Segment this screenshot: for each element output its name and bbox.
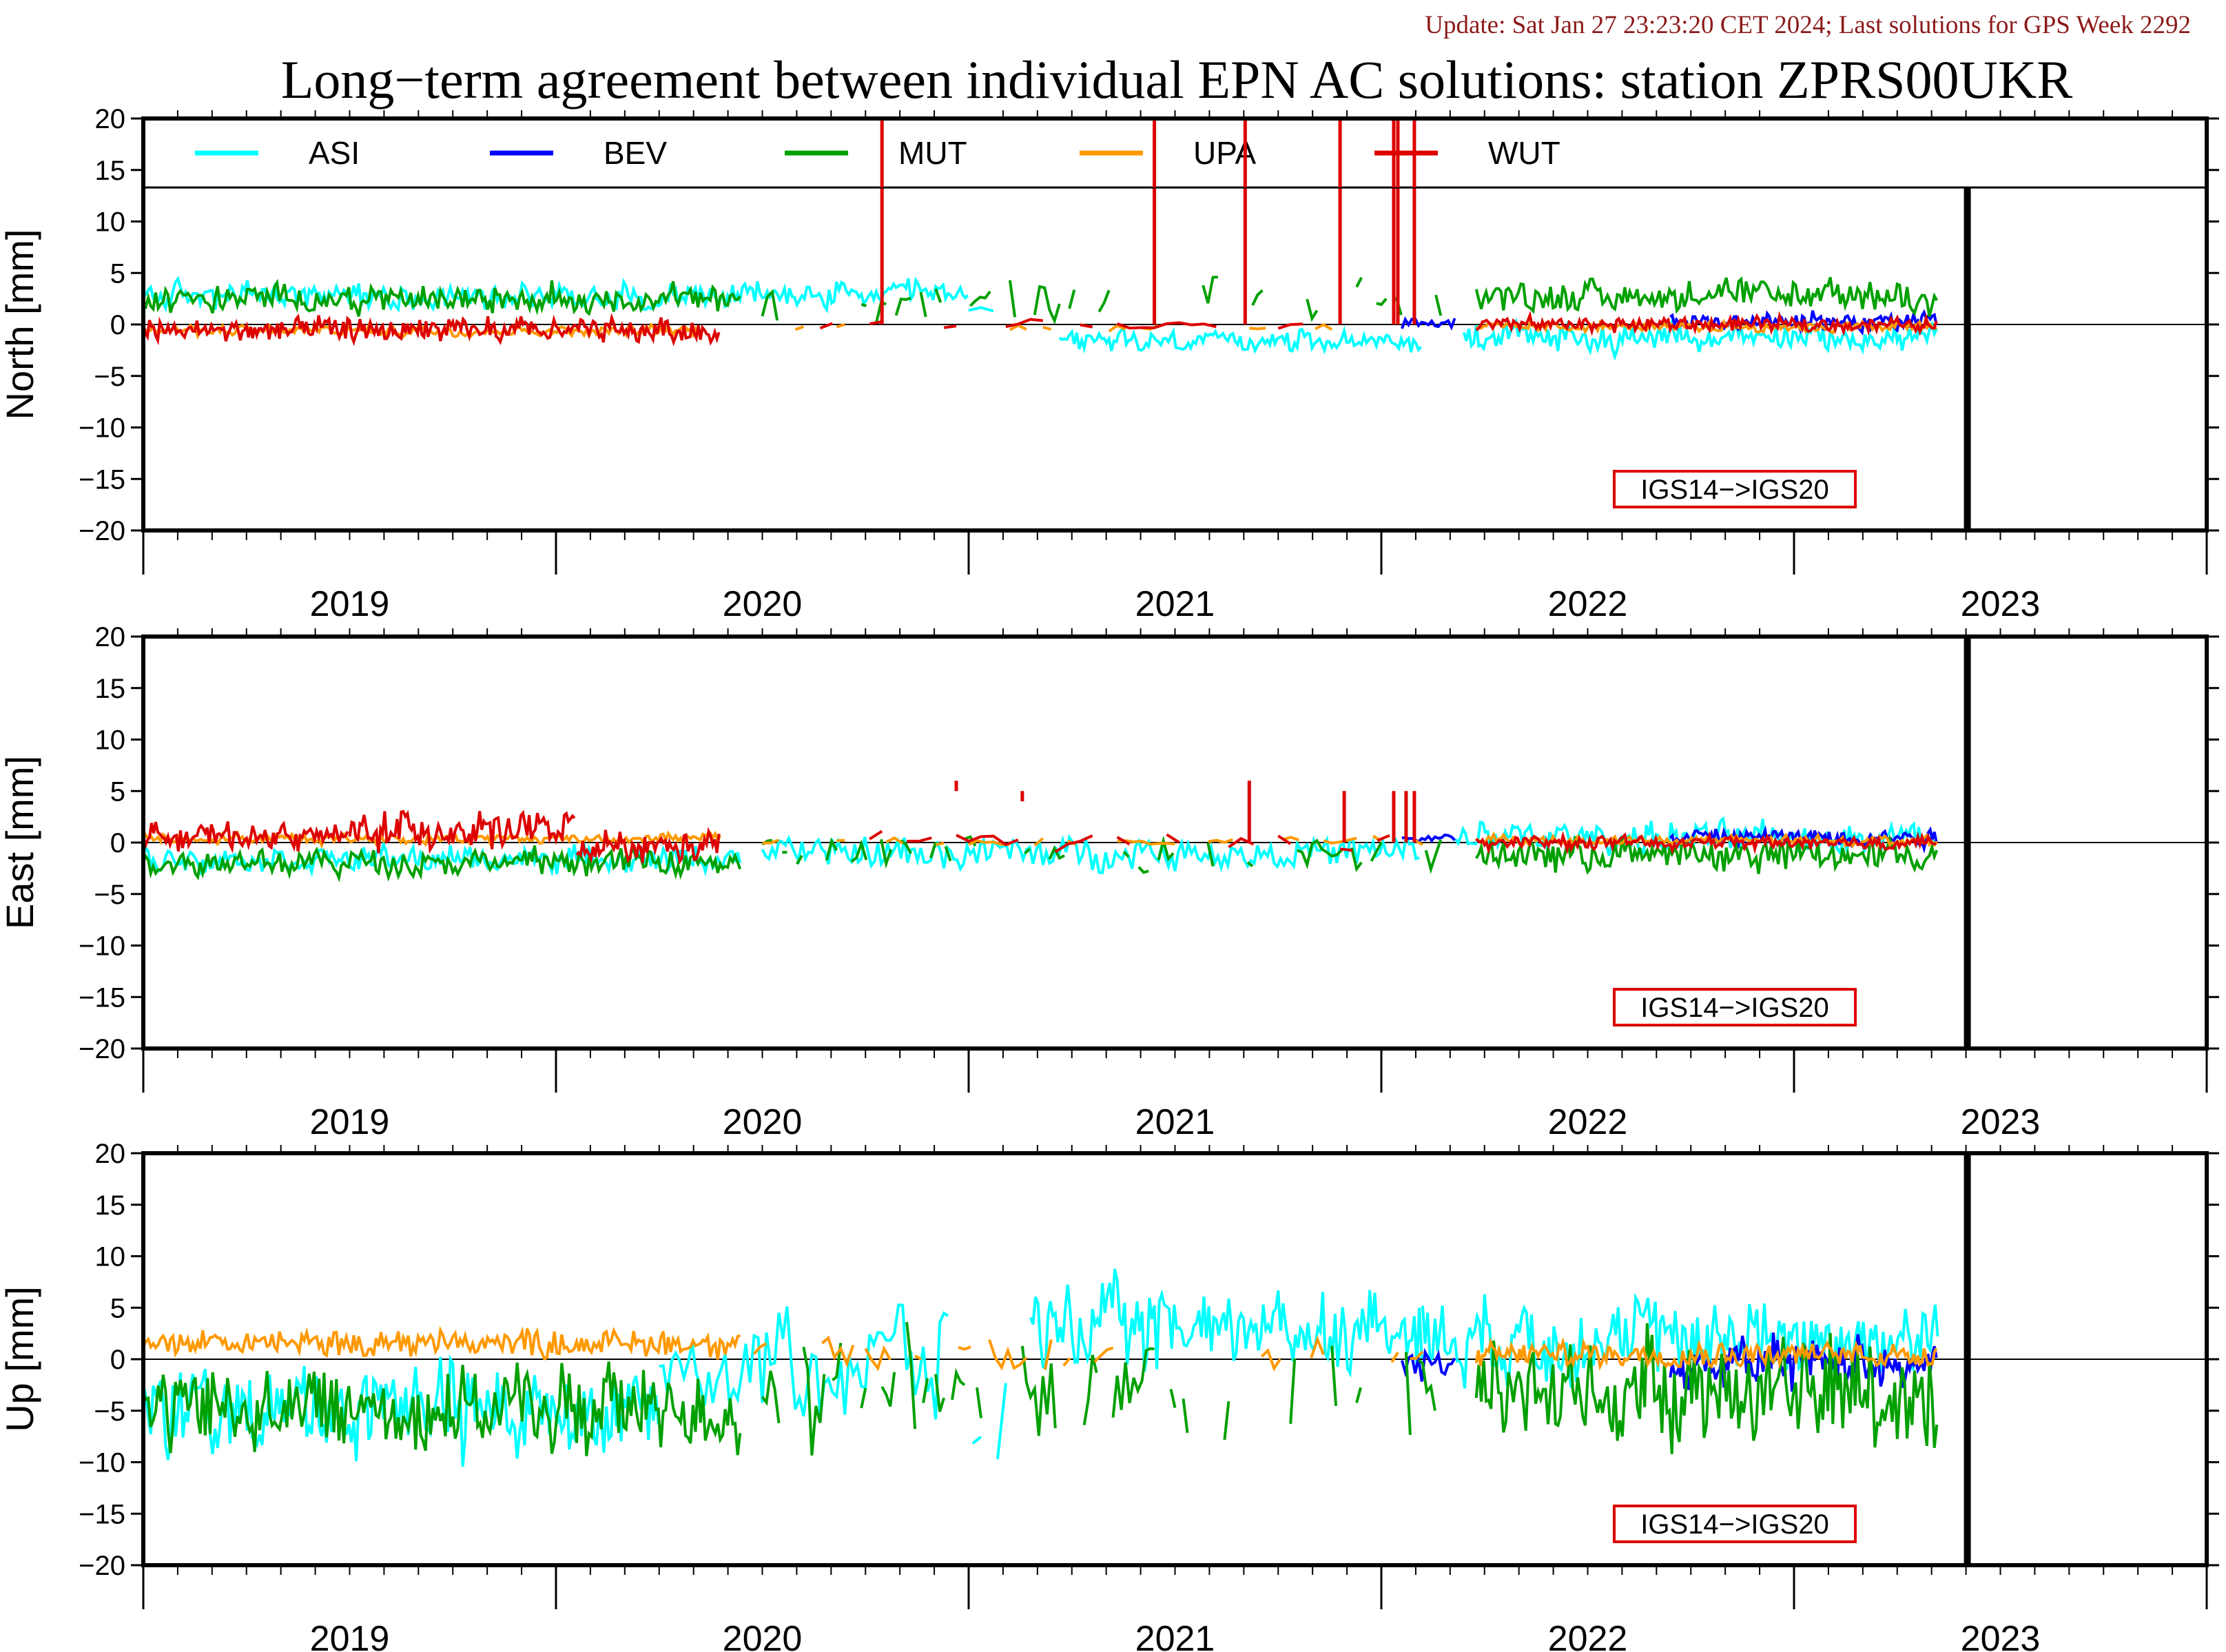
y-tick-label: 10 — [95, 1242, 126, 1272]
y-tick-label: 10 — [95, 725, 126, 756]
x-tick-label: 2022 — [1548, 1619, 1628, 1652]
y-tick-label: 15 — [95, 1190, 126, 1221]
series-line-mut — [1474, 276, 1939, 317]
chart-title: Long−term agreement between individual E… — [281, 50, 2072, 110]
series-line-asi — [1462, 317, 1939, 361]
series-line-asi — [973, 1383, 1022, 1460]
series-line-wut — [575, 827, 721, 865]
x-tick-label: 2020 — [723, 1619, 803, 1652]
y-tick-label: −15 — [79, 1499, 125, 1529]
series-line-wut — [869, 829, 1390, 854]
y-tick-label: −15 — [79, 982, 125, 1013]
y-tick-label: −5 — [94, 1396, 125, 1427]
y-tick-label: 0 — [110, 310, 125, 340]
series-line-asi — [659, 1303, 949, 1420]
y-tick-label: −20 — [79, 516, 125, 546]
y-tick-label: 0 — [110, 1345, 125, 1375]
legend-label-wut: WUT — [1488, 135, 1560, 171]
y-tick-label: −5 — [94, 880, 125, 910]
series-line-asi — [1029, 1268, 1423, 1378]
y-tick-label: 20 — [95, 622, 126, 652]
x-tick-label: 2021 — [1135, 1619, 1215, 1652]
series-line-mut — [143, 1361, 742, 1456]
x-tick-label: 2023 — [1961, 1619, 2041, 1652]
frame-change-label: IGS14−>IGS20 — [1640, 1509, 1829, 1540]
legend-label-asi: ASI — [309, 135, 360, 171]
y-tick-label: −5 — [94, 362, 125, 392]
legend-label-bev: BEV — [604, 135, 667, 171]
y-tick-label: −10 — [79, 931, 125, 962]
series-line-asi — [968, 306, 994, 313]
series-line-mut — [1474, 1323, 1939, 1454]
frame-change-box — [1613, 988, 1857, 1026]
y-axis-label: North [mm] — [0, 229, 41, 420]
y-tick-label: −15 — [79, 464, 125, 495]
frame-change-label: IGS14−>IGS20 — [1640, 993, 1829, 1023]
y-tick-label: 15 — [95, 674, 126, 704]
series-line-upa — [762, 834, 1423, 847]
y-tick-label: 15 — [95, 156, 126, 186]
series-line-upa — [143, 1325, 741, 1361]
series-line-bev — [1400, 1348, 1456, 1382]
y-tick-label: −20 — [79, 1551, 125, 1581]
series-line-upa — [1474, 1336, 1938, 1371]
y-tick-label: 5 — [110, 1293, 125, 1323]
y-tick-label: 10 — [95, 207, 126, 238]
series-line-wut — [143, 820, 349, 854]
series-line-mut — [761, 1321, 1436, 1456]
series-line-wut — [143, 313, 721, 347]
x-tick-label: 2020 — [723, 1102, 803, 1142]
y-tick-label: −10 — [79, 413, 125, 444]
y-tick-label: 20 — [95, 1139, 126, 1169]
series-line-bev — [1401, 833, 1456, 844]
series-line-wut — [348, 809, 576, 854]
y-tick-label: −10 — [79, 1448, 125, 1478]
y-tick-label: 20 — [95, 104, 126, 134]
y-axis-label: Up [mm] — [0, 1286, 41, 1432]
series-line-wut — [1475, 310, 1938, 336]
x-tick-label: 2022 — [1548, 1102, 1628, 1142]
x-tick-label: 2021 — [1135, 584, 1215, 624]
x-tick-label: 2019 — [310, 1102, 390, 1142]
update-note: Update: Sat Jan 27 23:23:20 CET 2024; La… — [1425, 11, 2191, 39]
frame-change-box — [1613, 1505, 1857, 1543]
series-line-mut — [143, 278, 741, 317]
series-line-mut — [761, 835, 1443, 874]
y-tick-label: 0 — [110, 828, 125, 858]
x-tick-label: 2019 — [310, 584, 390, 624]
series-line-asi — [143, 1354, 660, 1467]
x-tick-label: 2020 — [723, 584, 803, 624]
x-tick-label: 2023 — [1961, 1102, 2041, 1142]
series-line-wut — [1475, 830, 1937, 855]
y-tick-label: 5 — [110, 776, 125, 807]
legend-label-mut: MUT — [898, 135, 967, 171]
y-tick-label: 5 — [110, 258, 125, 289]
x-tick-label: 2022 — [1548, 584, 1628, 624]
x-tick-label: 2021 — [1135, 1102, 1215, 1142]
series-line-mut — [1475, 834, 1939, 875]
legend-background — [143, 118, 2207, 188]
x-tick-label: 2019 — [310, 1619, 390, 1652]
frame-change-box — [1613, 470, 1857, 508]
series-line-asi — [1058, 325, 1423, 355]
x-tick-label: 2023 — [1961, 584, 2041, 624]
series-line-bev — [1401, 316, 1456, 331]
y-axis-label: East [mm] — [0, 756, 41, 929]
y-tick-label: −20 — [79, 1034, 125, 1064]
frame-change-label: IGS14−>IGS20 — [1640, 475, 1829, 505]
